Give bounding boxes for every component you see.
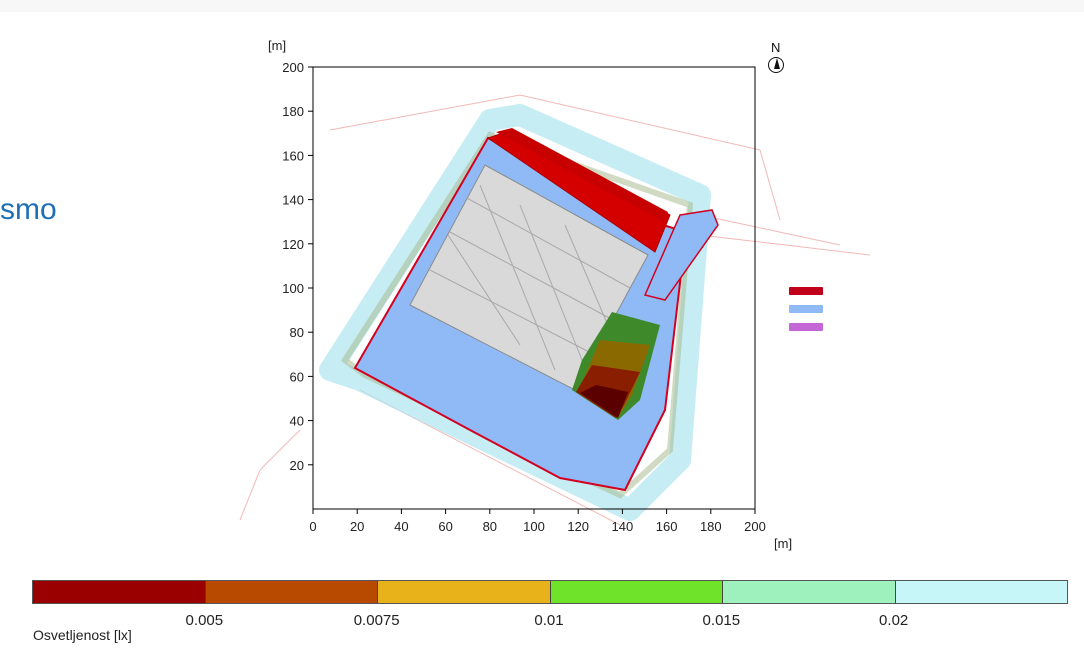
building-roof (409, 164, 649, 391)
colorbar-segment (33, 581, 206, 603)
y-tick-label: 160 (282, 148, 304, 163)
y-tick-label: 180 (282, 104, 304, 119)
x-tick-label: 80 (483, 519, 497, 534)
y-tick-label: 40 (290, 414, 304, 429)
y-tick-label: 20 (290, 458, 304, 473)
y-tick-label: 60 (290, 369, 304, 384)
y-tick-label: 80 (290, 325, 304, 340)
colorbar-tick-label: 0.01 (534, 612, 564, 629)
colorbar-tick-label: 0.0075 (353, 612, 400, 629)
north-label: N (771, 40, 781, 55)
x-axis-label: [m] (774, 536, 792, 551)
x-tick-label: 20 (350, 519, 364, 534)
x-tick-label: 140 (612, 519, 634, 534)
north-arrow-icon (774, 58, 780, 69)
tree-band (319, 104, 711, 521)
x-tick-label: 180 (700, 519, 722, 534)
illuminance-hotspot (572, 312, 660, 420)
colorbar-segment (550, 581, 723, 603)
colorbar (32, 580, 1068, 604)
colorbar-segment (205, 581, 378, 603)
roof-grid (429, 184, 631, 381)
x-tick-label: 160 (656, 519, 678, 534)
colorbar-label: Osvetljenost [lx] (33, 627, 132, 643)
x-tick-label: 0 (309, 519, 316, 534)
legend-swatch-purple (789, 323, 823, 331)
legend-swatch-red (789, 287, 823, 295)
x-axis-ticks: 0 20 40 60 80 100 120 140 160 180 200 (309, 509, 766, 534)
x-tick-label: 60 (438, 519, 452, 534)
y-axis-ticks: 20 40 60 80 100 120 140 160 180 200 (282, 60, 313, 473)
x-tick-label: 200 (744, 519, 766, 534)
colorbar-segment (723, 581, 896, 603)
colorbar-tick-label: 0.015 (702, 612, 741, 629)
y-tick-label: 120 (282, 237, 304, 252)
colorbar-tick-label: 0.005 (185, 612, 224, 629)
x-tick-label: 40 (394, 519, 408, 534)
colorbar-segment (378, 581, 551, 603)
legend-swatch-blue (789, 305, 823, 313)
slide-text-fragment: smo (0, 193, 57, 226)
north-compass: N (767, 40, 789, 76)
y-tick-label: 100 (282, 281, 304, 296)
colorbar-segment (895, 581, 1067, 603)
red-building-strip (496, 128, 668, 222)
y-tick-label: 140 (282, 193, 304, 208)
compass-icon (768, 57, 784, 73)
colorbar-tick-label: 0.02 (879, 612, 909, 629)
x-tick-label: 120 (567, 519, 589, 534)
access-road (643, 209, 719, 301)
illuminance-plot: 0 20 40 60 80 100 120 140 160 180 200 20 40 60 80 100 1… (239, 38, 871, 551)
x-tick-label: 100 (523, 519, 545, 534)
top-strip (0, 0, 1084, 12)
y-tick-label: 200 (282, 60, 304, 75)
y-axis-label: [m] (268, 38, 286, 53)
